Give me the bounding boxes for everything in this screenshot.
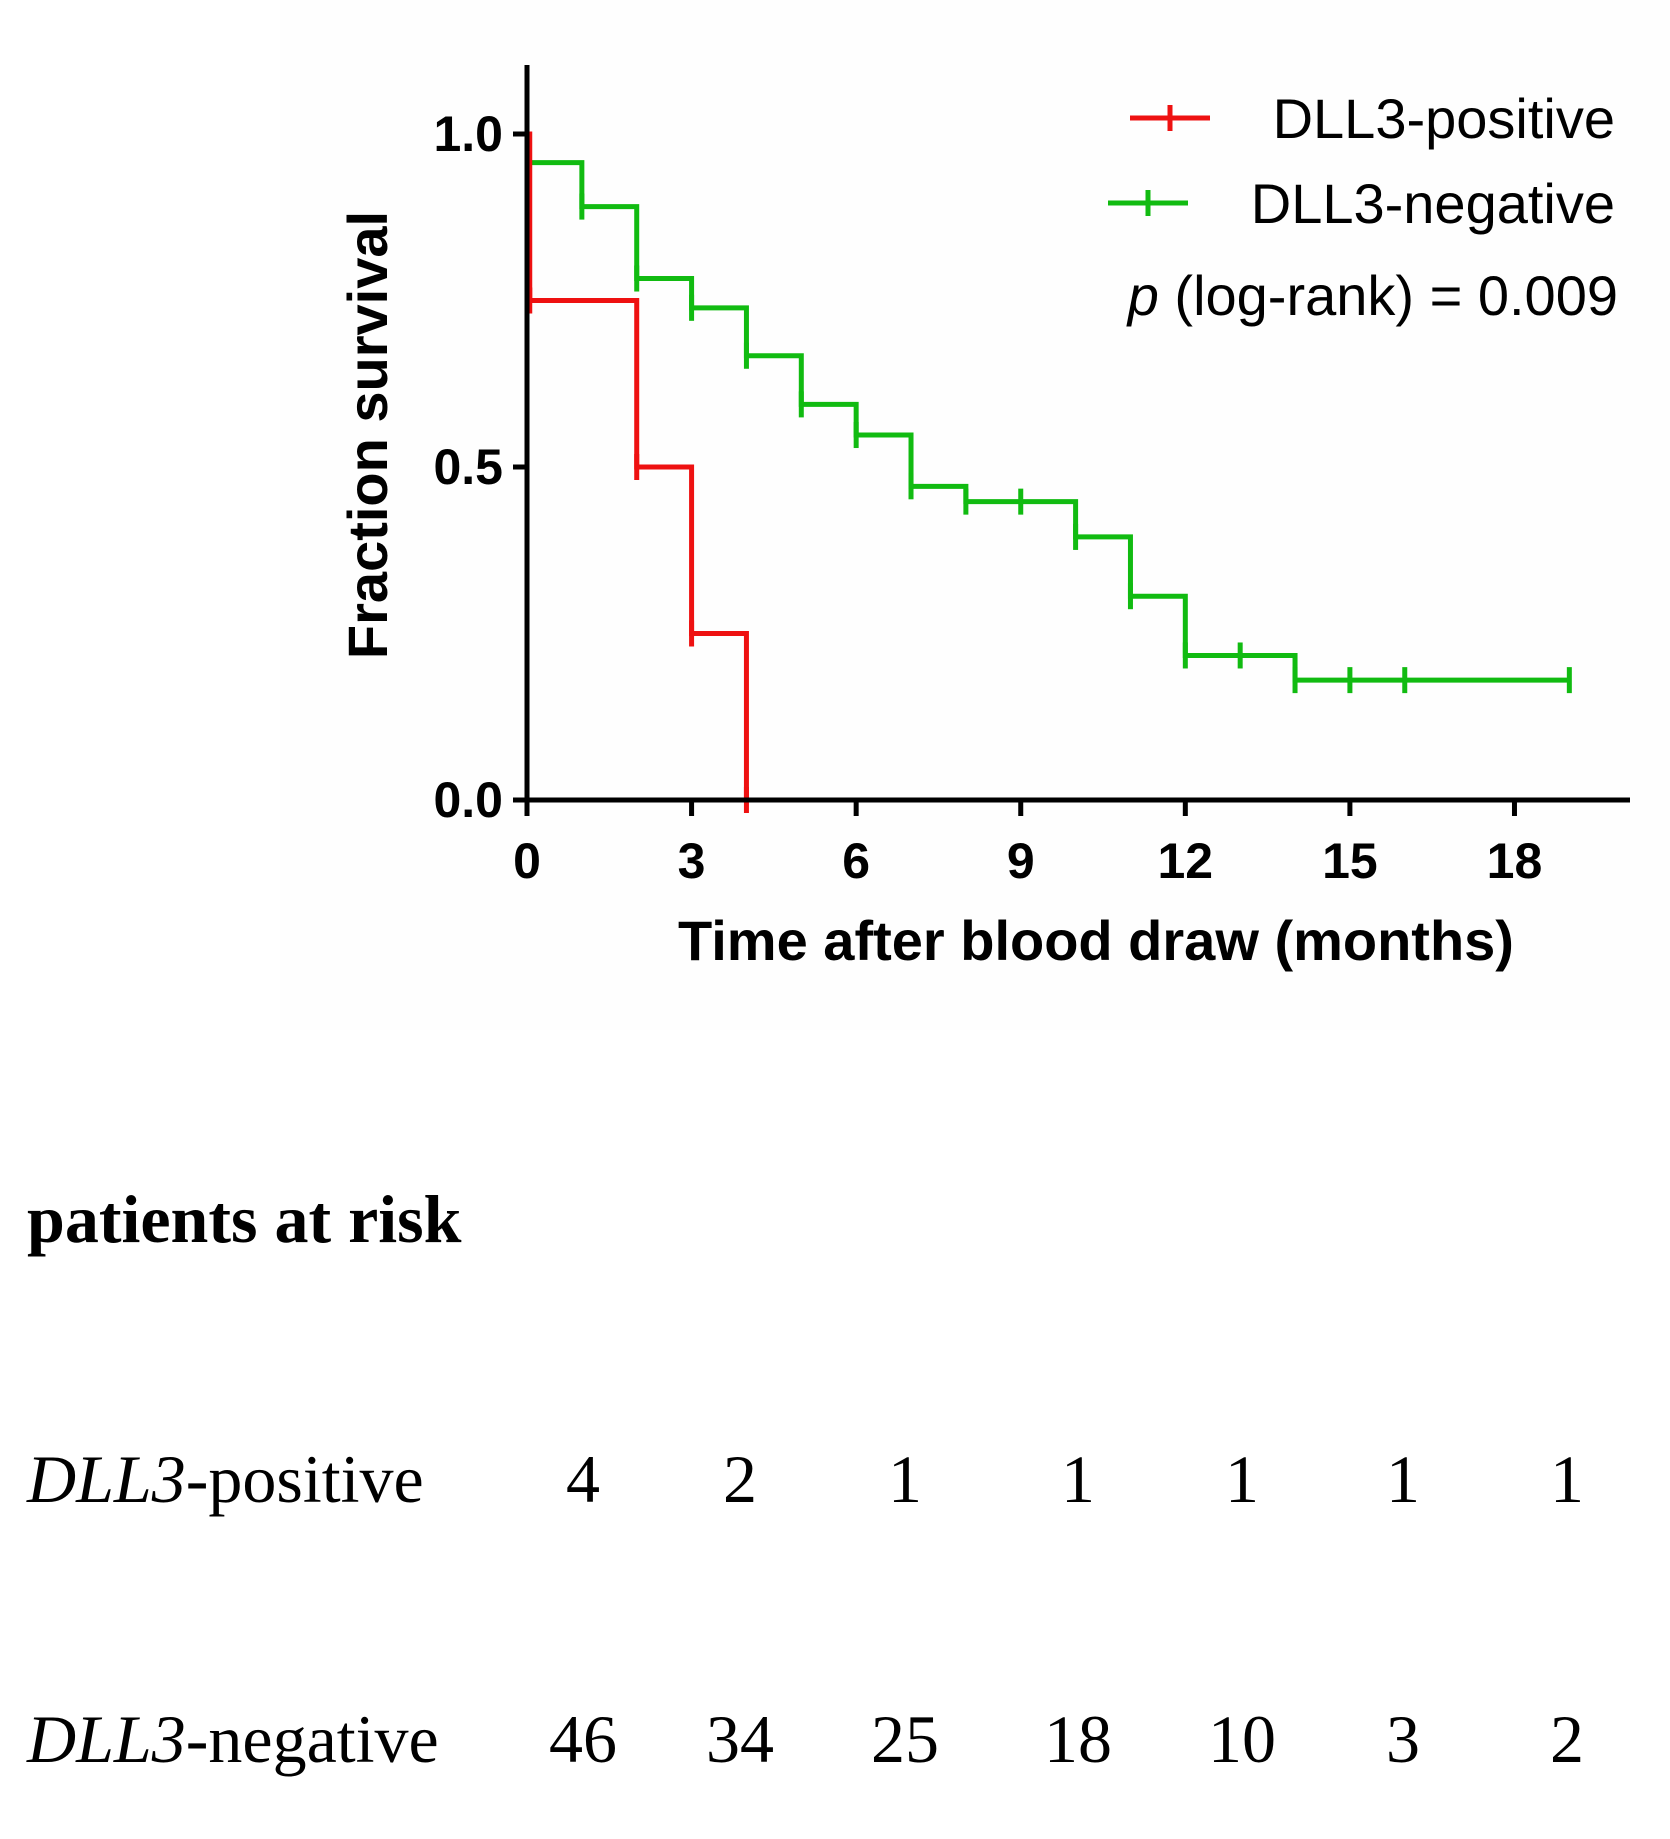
x-tick-label: 6	[842, 833, 870, 889]
y-tick-label: 1.0	[433, 106, 503, 162]
risk-value: 1	[1550, 1441, 1584, 1517]
risk-row-label-gene: DLL3	[27, 1441, 186, 1517]
legend-label: DLL3-negative	[1251, 172, 1615, 235]
survival-curve	[527, 160, 1570, 683]
risk-row-label-suffix: -positive	[185, 1441, 424, 1517]
risk-value: 46	[549, 1701, 617, 1777]
risk-value: 1	[1225, 1441, 1259, 1517]
risk-value: 10	[1208, 1701, 1276, 1777]
risk-table-title: patients at risk	[27, 1181, 462, 1257]
risk-value: 3	[1386, 1701, 1420, 1777]
risk-value: 2	[723, 1441, 757, 1517]
y-tick-label: 0.5	[433, 439, 503, 495]
x-tick-label: 15	[1322, 833, 1378, 889]
legend: DLL3-positive DLL3-negative	[1108, 87, 1615, 235]
legend-label: DLL3-positive	[1273, 87, 1615, 150]
risk-value: 34	[706, 1701, 774, 1777]
risk-row-label-suffix: -negative	[185, 1701, 439, 1777]
x-tick-label: 3	[678, 833, 706, 889]
x-tick-label: 9	[1007, 833, 1035, 889]
p-value-annotation: p (log-rank) = 0.009	[1126, 264, 1618, 327]
p-value-text: (log-rank) = 0.009	[1159, 264, 1618, 327]
risk-value: 1	[1386, 1441, 1420, 1517]
risk-value: 25	[871, 1701, 939, 1777]
risk-value: 2	[1550, 1701, 1584, 1777]
y-ticks: 0.0 0.5 1.0	[433, 106, 527, 828]
x-ticks: 0 3 6 9 12 15 18	[513, 800, 1542, 889]
x-axis-title: Time after blood draw (months)	[678, 909, 1514, 972]
chart-background	[280, 0, 1670, 1030]
x-tick-label: 18	[1487, 833, 1543, 889]
risk-row-label-gene: DLL3	[27, 1701, 186, 1777]
plot-series	[524, 131, 1572, 813]
legend-item: DLL3-positive	[1130, 87, 1615, 150]
risk-value: 1	[1061, 1441, 1095, 1517]
risk-row-label: DLL3-positive	[27, 1440, 424, 1519]
risk-row-label: DLL3-negative	[27, 1700, 439, 1779]
survival-chart: 0.0 0.5 1.0 0 3 6 9 12 15 18 Time after blood dr…	[280, 0, 1670, 1030]
risk-value: 1	[888, 1441, 922, 1517]
legend-item: DLL3-negative	[1108, 172, 1615, 235]
risk-value: 18	[1044, 1701, 1112, 1777]
x-tick-label: 0	[513, 833, 541, 889]
y-axis-title: Fraction survival	[336, 211, 399, 659]
risk-value: 4	[566, 1441, 600, 1517]
y-tick-label: 0.0	[433, 772, 503, 828]
x-tick-label: 12	[1158, 833, 1214, 889]
p-value-symbol: p	[1126, 264, 1159, 327]
series-DLL3-negative	[524, 149, 1572, 694]
